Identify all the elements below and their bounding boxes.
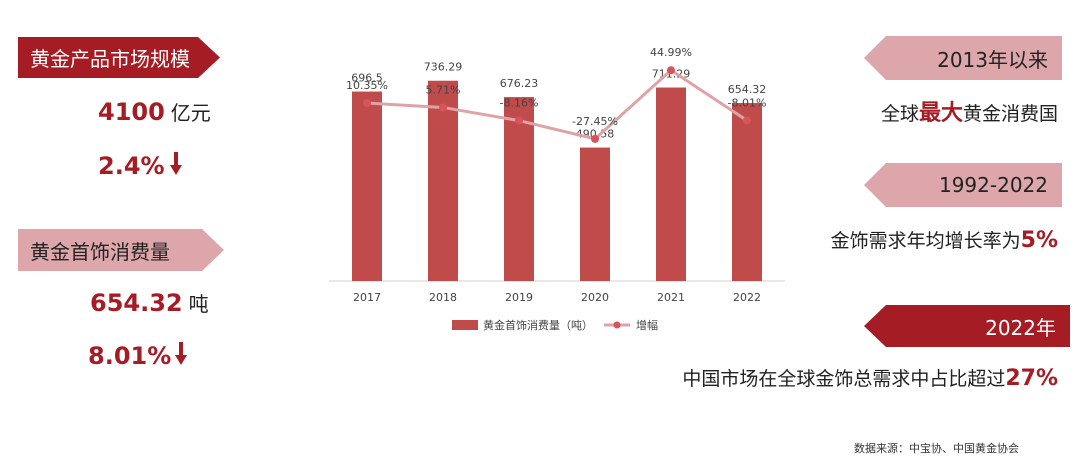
jewelry-consumption-value: 654.32 吨 [90,288,209,317]
growth-rate-highlight: 5% [1020,228,1058,253]
jewelry-change: 8.01% [88,342,172,370]
jewelry-consumption-tag-label: 黄金首饰消费量 [30,239,170,264]
jewelry-consumption-tag: 黄金首饰消费量 [18,229,224,271]
bar-2021 [656,87,686,282]
growth-label-2022: -8.01% [728,96,767,109]
growth-point-2017 [363,99,371,108]
growth-rate-pre: 金饰需求年均增长率为 [830,230,1021,252]
largest-consumer-highlight: 最大 [918,101,963,126]
jewelry-consumption-number: 654.32 [90,289,183,317]
x-tick-2019: 2019 [505,291,533,304]
bar-label-2019: 676.23 [500,77,539,90]
growth-rate-text: 金饰需求年均增长率为5% [831,226,1058,253]
year-2022-tag-label: 2022年 [985,315,1056,340]
growth-point-2019 [515,116,523,125]
bar-label-2022: 654.32 [728,83,767,96]
growth-label-2020: -27.45% [572,115,618,128]
x-tick-2021: 2021 [657,291,685,304]
market-share-pre: 中国市场在全球金饰总需求中占比超过 [682,368,1006,390]
growth-label-2019: -8.16% [500,97,539,110]
bar-2017 [352,91,382,281]
since-2013-tag: 2013年以来 [864,36,1062,80]
x-tick-2017: 2017 [353,291,381,304]
jewelry-consumption-unit: 吨 [188,292,209,316]
year-2022-tag: 2022年 [864,305,1070,347]
data-source: 数据来源：中宝协、中国黄金协会 [854,442,1019,455]
x-tick-2022: 2022 [733,291,761,304]
bar-label-2017: 696.5 [351,72,383,85]
legend-bar-label: 黄金首饰消费量（吨） [483,318,593,332]
down-arrow-icon [175,342,187,365]
growth-label-2018: 5.71% [426,83,461,96]
bar-2018 [428,80,458,281]
since-2013-tag-label: 2013年以来 [937,47,1048,72]
market-share-highlight: 27% [1005,366,1058,391]
largest-consumer-text: 全球最大黄金消费国 [881,95,1058,127]
legend-line-marker [613,321,621,329]
x-tick-2018: 2018 [429,291,457,304]
bar-label-2018: 736.29 [424,61,463,74]
bar-2019 [504,97,534,282]
down-arrow-icon [170,152,182,175]
period-tag: 1992-2022 [864,163,1062,207]
growth-point-2018 [439,103,447,112]
growth-label-2021: 44.99% [650,46,692,59]
market-size-value: 4100 亿元 [98,97,211,126]
market-size-tag-label: 黄金产品市场规模 [30,47,190,71]
legend-bar-swatch [452,320,478,330]
x-tick-2020: 2020 [581,291,609,304]
growth-label-2017: 10.35% [346,79,388,92]
legend-line-label: 增幅 [636,318,658,332]
growth-point-2020 [591,134,599,143]
market-size-unit: 亿元 [170,101,211,125]
market-size-tag: 黄金产品市场规模 [18,37,220,78]
period-tag-label: 1992-2022 [938,173,1048,197]
market-change: 2.4% [98,152,165,180]
market-share-text: 中国市场在全球金饰总需求中占比超过27% [682,364,1058,391]
largest-consumer-pre: 全球 [880,103,919,125]
largest-consumer-post: 黄金消费国 [962,103,1058,125]
growth-point-2022 [743,116,751,125]
growth-line [366,68,748,141]
bar-2022 [732,103,762,281]
market-size-number: 4100 [98,98,165,126]
growth-point-2021 [667,66,675,75]
bar-2020 [580,147,610,281]
